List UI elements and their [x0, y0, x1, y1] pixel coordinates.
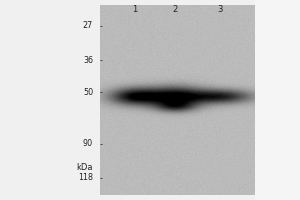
Text: 2: 2 — [172, 5, 178, 15]
Text: 1: 1 — [132, 5, 138, 15]
FancyBboxPatch shape — [255, 0, 300, 200]
Text: 3: 3 — [217, 5, 223, 15]
Text: kDa: kDa — [76, 163, 93, 172]
Text: 27: 27 — [83, 21, 93, 30]
Text: 90: 90 — [83, 139, 93, 148]
Text: 118: 118 — [78, 173, 93, 182]
Text: 50: 50 — [83, 88, 93, 97]
Text: 36: 36 — [83, 56, 93, 65]
FancyBboxPatch shape — [0, 0, 100, 200]
